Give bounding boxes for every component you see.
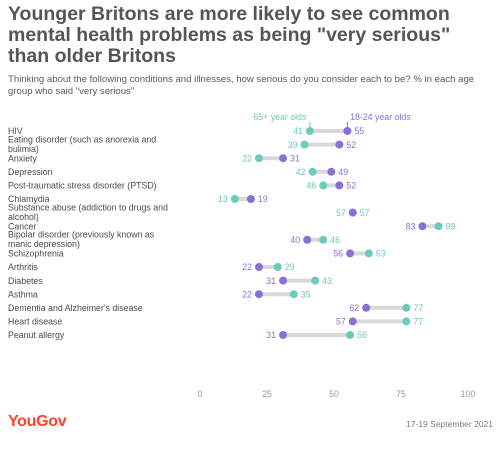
value-label-65plus: 57 (336, 208, 346, 218)
point-18-24 (303, 235, 312, 244)
point-65plus (311, 276, 320, 285)
value-label-18-24: 62 (349, 303, 359, 313)
value-label-18-24: 55 (354, 126, 364, 136)
value-label-18-24: 22 (242, 262, 252, 272)
value-label-65plus: 43 (322, 276, 332, 286)
value-label-65plus: 56 (357, 330, 367, 340)
value-label-65plus: 46 (330, 235, 340, 245)
value-label-65plus: 29 (285, 262, 295, 272)
legend-18-24: 18-24 year olds (350, 112, 411, 122)
point-65plus (289, 290, 298, 299)
point-18-24 (254, 290, 263, 299)
value-label-65plus: 89 (446, 221, 456, 231)
category-label: Bipolar disorder (previously known as man… (8, 230, 155, 249)
point-65plus (319, 181, 328, 190)
category-label: Eating disorder (such as anorexia and bul… (8, 134, 156, 153)
point-65plus (273, 263, 282, 271)
category-label: Diabetes (8, 276, 43, 286)
category-label: Asthma (8, 289, 38, 299)
point-65plus (300, 140, 309, 149)
category-label: Anxiety (8, 153, 37, 163)
point-65plus (305, 127, 314, 135)
point-18-24 (246, 195, 255, 203)
point-65plus (230, 195, 239, 203)
point-18-24 (362, 303, 371, 312)
point-65plus (319, 235, 328, 244)
value-label-65plus: 63 (376, 249, 386, 259)
point-18-24 (335, 181, 344, 190)
value-label-18-24: 19 (258, 194, 268, 204)
value-label-18-24: 22 (242, 289, 252, 299)
point-65plus (346, 331, 355, 339)
point-18-24 (254, 263, 263, 271)
category-label: Substance abuse (addiction to drugs and a… (8, 202, 168, 221)
chart-subtitle: Thinking about the following conditions … (8, 74, 475, 97)
value-label-18-24: 40 (290, 235, 300, 245)
value-label-18-24: 56 (333, 249, 343, 259)
point-18-24 (348, 208, 357, 217)
value-label-18-24: 49 (338, 167, 348, 177)
value-label-65plus: 77 (413, 303, 423, 313)
point-65plus (364, 249, 373, 258)
category-label: Post-traumatic stress disorder (PTSD) (8, 181, 157, 191)
point-18-24 (418, 222, 427, 231)
x-tick-label: 50 (329, 389, 339, 399)
value-label-65plus: 42 (296, 167, 306, 177)
category-label: Peanut allergy (8, 330, 65, 340)
point-18-24 (348, 317, 357, 326)
category-label: Dementia and Alzheimer's disease (8, 303, 143, 313)
value-label-18-24: 31 (266, 276, 276, 286)
survey-date: 17-19 September 2021 (406, 419, 493, 429)
value-label-18-24: 31 (290, 153, 300, 163)
value-label-18-24: 83 (406, 221, 416, 231)
category-label: Cancer (8, 221, 36, 231)
category-label: Schizophrenia (8, 249, 64, 259)
value-label-18-24: 57 (336, 317, 346, 327)
point-65plus (254, 154, 263, 163)
point-65plus (308, 167, 317, 176)
category-label: Depression (8, 167, 53, 177)
value-label-65plus: 13 (218, 194, 228, 204)
point-18-24 (279, 154, 288, 163)
value-label-18-24: 52 (346, 181, 356, 191)
value-label-18-24: 52 (346, 140, 356, 150)
legend-65plus: 65+ year olds (253, 112, 307, 122)
category-label: Arthritis (8, 262, 38, 272)
point-65plus (434, 222, 443, 231)
category-label: Heart disease (8, 317, 62, 327)
value-label-65plus: 41 (293, 126, 303, 136)
x-tick-label: 100 (461, 389, 476, 399)
value-label-65plus: 35 (301, 289, 311, 299)
value-label-65plus: 22 (242, 153, 252, 163)
x-tick-label: 25 (262, 389, 272, 399)
value-label-65plus: 46 (306, 181, 316, 191)
point-18-24 (346, 249, 355, 258)
point-18-24 (343, 127, 352, 135)
point-65plus (402, 317, 411, 326)
value-label-18-24: 31 (266, 330, 276, 340)
value-label-18-24: 57 (360, 208, 370, 218)
value-label-65plus: 77 (413, 317, 423, 327)
x-tick-label: 0 (198, 389, 203, 399)
value-label-65plus: 39 (288, 140, 298, 150)
yougov-logo: YouGov (8, 413, 67, 430)
point-18-24 (335, 140, 344, 149)
chart-title: Younger Britons are more likely to see c… (8, 3, 451, 67)
point-65plus (402, 303, 411, 312)
category-label: Chlamydia (8, 194, 50, 204)
point-18-24 (279, 331, 288, 339)
category-label: HIV (8, 126, 23, 136)
point-18-24 (279, 276, 288, 285)
point-18-24 (327, 167, 336, 176)
x-tick-label: 75 (396, 389, 406, 399)
